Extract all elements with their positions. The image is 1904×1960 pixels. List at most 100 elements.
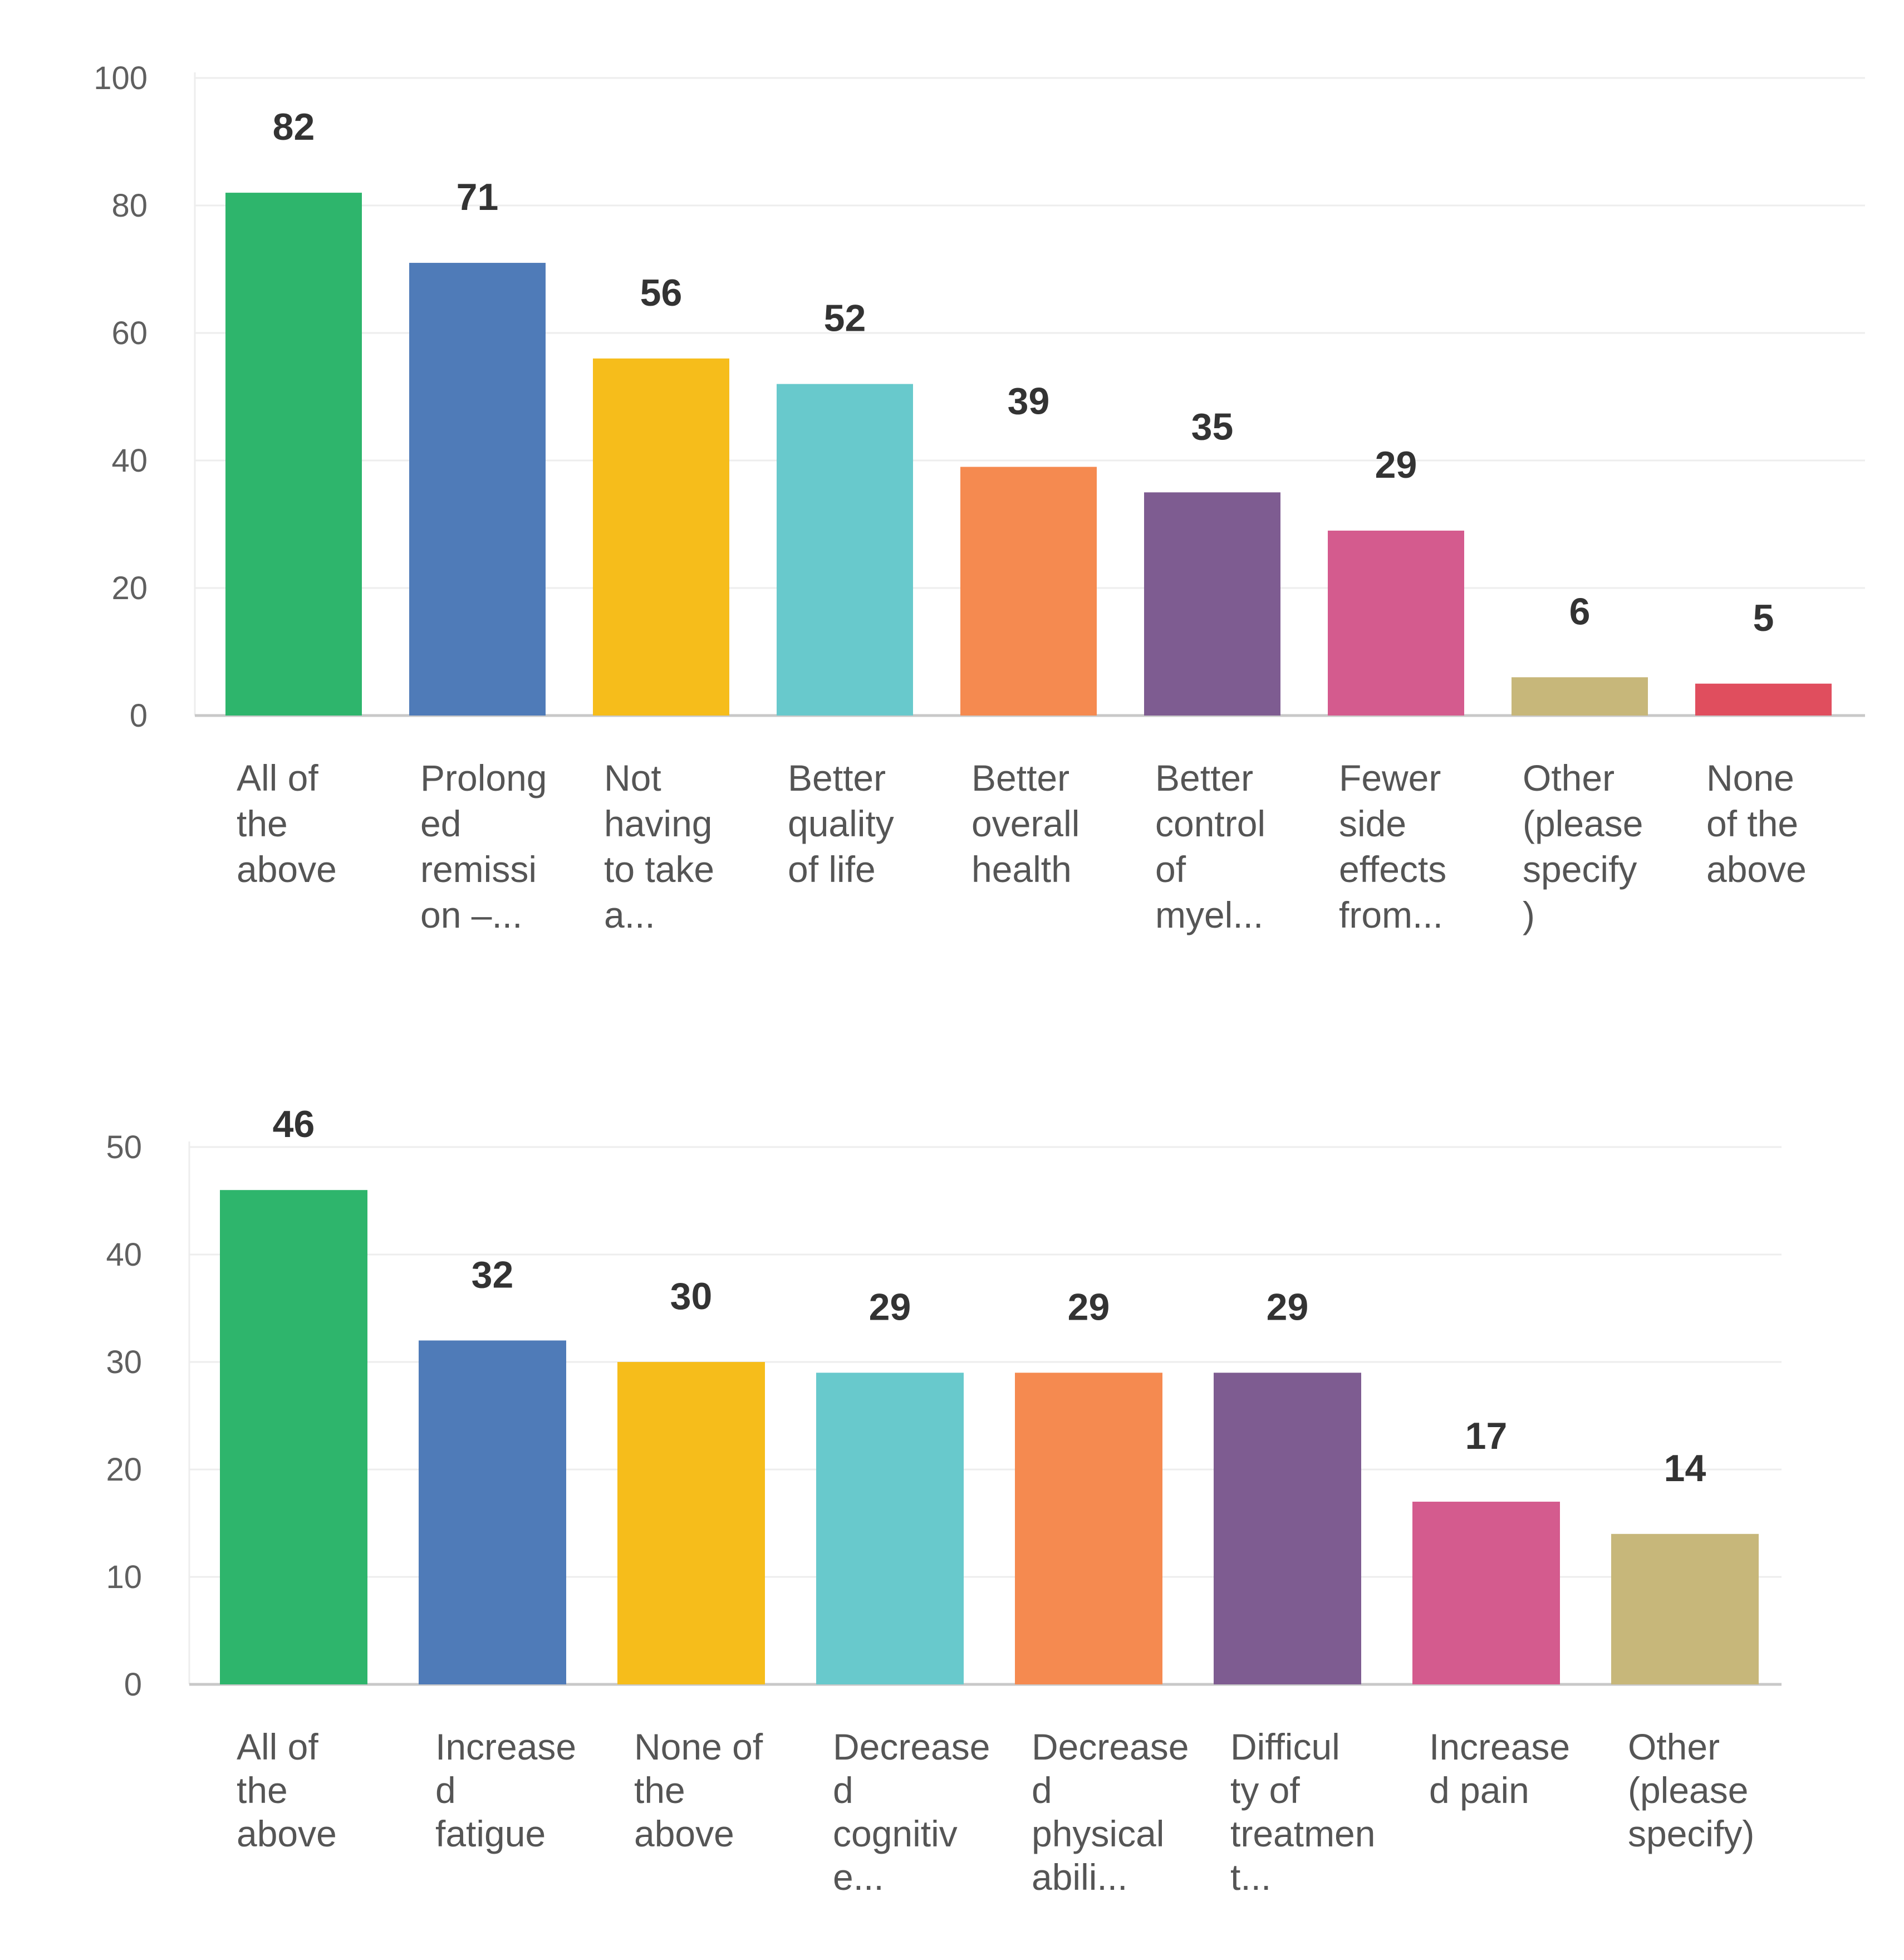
x-tick-label-line: None of [634, 1726, 763, 1767]
y-tick-label: 0 [130, 698, 148, 734]
bar[interactable] [593, 358, 729, 716]
x-tick-label-line: above [1706, 849, 1807, 890]
x-tick-label-line: ty of [1230, 1770, 1300, 1811]
x-tick-label-line: Better [971, 757, 1069, 798]
x-tick-label-line: myel... [1155, 894, 1263, 935]
x-tick-label-line: treatmen [1230, 1813, 1375, 1854]
x-tick-label-line: (please [1523, 803, 1643, 844]
bar[interactable] [409, 263, 546, 716]
x-tick-label: Not having to take a... [604, 757, 714, 935]
x-tick-label-line: Better [1155, 757, 1253, 798]
bar[interactable] [1144, 492, 1280, 716]
x-tick-label-line: d [833, 1770, 853, 1811]
x-tick-label-line: of the [1706, 803, 1798, 844]
x-tick-label-line: Other [1628, 1726, 1720, 1767]
x-tick-label-line: d [435, 1770, 456, 1811]
x-tick-label-line: abili... [1032, 1856, 1127, 1898]
bar[interactable] [1695, 683, 1832, 716]
y-tick-label: 0 [124, 1667, 142, 1703]
bar[interactable] [816, 1373, 964, 1684]
data-label: 29 [1068, 1286, 1110, 1328]
data-label: 82 [273, 106, 315, 148]
x-tick-label-line: ed [420, 803, 461, 844]
y-tick-label: 80 [111, 188, 148, 224]
x-tick-label: None of the above [634, 1726, 763, 1854]
x-tick-label-line: d pain [1429, 1770, 1529, 1811]
data-label: 32 [472, 1253, 514, 1296]
x-tick-label-line: All of [237, 1726, 318, 1767]
x-tick-label-line: on –... [420, 894, 522, 935]
data-label: 35 [1191, 405, 1234, 448]
bar[interactable] [1015, 1373, 1162, 1684]
y-tick-label: 20 [111, 570, 148, 606]
x-tick-label-line: control [1155, 803, 1265, 844]
x-tick-label: Better overall health [971, 757, 1079, 890]
bar[interactable] [225, 193, 362, 716]
bar[interactable] [1328, 530, 1464, 716]
x-tick-label-line: the [237, 803, 288, 844]
x-tick-label-line: above [237, 849, 337, 890]
bar[interactable] [1611, 1533, 1759, 1684]
bar[interactable] [1512, 677, 1648, 716]
x-tick-label-line: the [634, 1770, 685, 1811]
x-tick-label-line: having [604, 803, 713, 844]
x-tick-label-line: side [1339, 803, 1406, 844]
x-tick-label-line: ) [1523, 894, 1535, 935]
bar[interactable] [960, 467, 1097, 716]
x-tick-label-line: d [1032, 1770, 1052, 1811]
x-tick-label-line: Better [788, 757, 886, 798]
x-tick-label-line: e... [833, 1856, 884, 1898]
data-label: 29 [869, 1286, 911, 1328]
data-label: 14 [1664, 1447, 1706, 1489]
x-tick-label: Other (please specify) [1628, 1726, 1754, 1854]
x-tick-label: Increase d fatigue [435, 1726, 576, 1854]
x-tick-label: Difficul ty of treatmen t... [1230, 1726, 1375, 1898]
x-tick-label-line: t... [1230, 1856, 1271, 1898]
x-tick-label-line: of [1155, 849, 1186, 890]
x-tick-label-line: Decrease [1032, 1726, 1189, 1767]
x-tick-label-line: of life [788, 849, 876, 890]
x-tick-label-line: Other [1523, 757, 1615, 798]
y-tick-label: 100 [94, 60, 148, 96]
data-label: 5 [1753, 597, 1774, 639]
x-tick-label-line: (please [1628, 1770, 1748, 1811]
bar[interactable] [1214, 1373, 1361, 1684]
bar[interactable] [220, 1190, 367, 1684]
x-tick-label-line: physical [1032, 1813, 1164, 1854]
x-tick-label-line: specify [1523, 849, 1637, 890]
x-tick-label-line: the [237, 1770, 288, 1811]
y-tick-label: 10 [106, 1559, 142, 1595]
x-tick-label-line: Not [604, 757, 661, 798]
y-tick-label: 40 [106, 1237, 142, 1273]
x-tick-label: Decrease d cognitiv e... [833, 1726, 990, 1898]
x-tick-label-line: Prolong [420, 757, 547, 798]
x-tick-label-line: None [1706, 757, 1794, 798]
x-tick-label: Fewer side effects from... [1339, 757, 1446, 935]
x-tick-label-line: cognitiv [833, 1813, 958, 1854]
bar[interactable] [1412, 1501, 1560, 1684]
x-tick-label-line: Decrease [833, 1726, 990, 1767]
data-label: 71 [457, 176, 499, 218]
x-tick-label-line: Increase [435, 1726, 576, 1767]
x-tick-label: Better quality of life [788, 757, 894, 890]
x-tick-label-line: effects [1339, 849, 1446, 890]
data-label: 52 [824, 297, 866, 340]
x-tick-label-line: fatigue [435, 1813, 546, 1854]
x-tick-label: All of the above [237, 757, 337, 890]
data-label: 46 [273, 1103, 315, 1145]
chart-benefits: 0 20 40 60 80 100 82 All of the above 71 Prolong ed r… [94, 60, 1865, 935]
bar[interactable] [617, 1362, 765, 1684]
data-label: 6 [1569, 590, 1591, 633]
y-tick-label: 30 [106, 1344, 142, 1380]
x-tick-label-line: Fewer [1339, 757, 1441, 798]
bar[interactable] [419, 1340, 566, 1684]
data-label: 29 [1267, 1286, 1309, 1328]
data-label: 56 [640, 272, 683, 314]
x-tick-label-line: Difficul [1230, 1726, 1340, 1767]
x-tick-label: Prolong ed remissi on –... [420, 757, 547, 935]
bar[interactable] [777, 384, 913, 716]
y-tick-label: 40 [111, 443, 148, 479]
y-tick-label: 60 [111, 315, 148, 351]
